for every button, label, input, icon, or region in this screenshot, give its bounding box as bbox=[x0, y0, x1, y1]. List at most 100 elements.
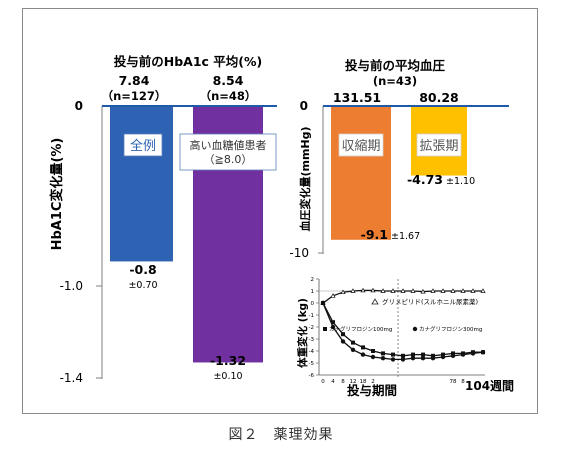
weight-x-tick-label: 8 bbox=[461, 379, 465, 385]
weight-y-axis-label: 体重変化 (kg) bbox=[296, 298, 309, 368]
weight-y-tick-label: -2 bbox=[309, 325, 314, 331]
weight-y-tick-label: 2 bbox=[311, 277, 315, 283]
figure-caption: 図２ 薬理効果 bbox=[228, 427, 334, 443]
weight-point-cana100 bbox=[431, 353, 435, 358]
weight-point-glimepiride bbox=[370, 287, 376, 293]
bp-chart-title: 投与前の平均血圧 bbox=[345, 58, 446, 73]
legend-cana100: カナグリフロジン100mg bbox=[329, 325, 392, 333]
weight-point-cana100 bbox=[361, 345, 365, 350]
body-weight-chart: 体重変化 (kg) 210-1-2-3-4-5-6 0 4 8 12 18 2 78 8 グリ… bbox=[296, 277, 514, 398]
bar-systolic-label-box bbox=[338, 133, 384, 157]
bar-systolic bbox=[331, 106, 391, 240]
weight-point-glimepiride bbox=[410, 288, 416, 293]
weight-y-tick-label: -3 bbox=[309, 337, 315, 343]
weight-x-tick-label: 78 bbox=[450, 379, 457, 385]
weight-point-cana300 bbox=[470, 351, 476, 356]
bar-diastolic-label: 拡張期 bbox=[419, 139, 458, 154]
bar-diastolic-value-label: -4.73 bbox=[407, 172, 443, 187]
bar-all-label: 全例 bbox=[130, 138, 156, 154]
hba1c-y-tick-label: 0 bbox=[75, 99, 83, 113]
bar-high-value-label: -1.32 bbox=[210, 353, 246, 368]
hba1c-baseline-all: 7.84 bbox=[119, 73, 150, 88]
weight-point-glimepiride bbox=[460, 288, 466, 293]
weight-point-cana300 bbox=[410, 356, 416, 361]
weight-point-glimepiride bbox=[440, 288, 446, 293]
hba1c-y-tick-label: -1.4 bbox=[60, 371, 83, 385]
hba1c-y-tick-label: -1.0 bbox=[60, 279, 83, 293]
weight-point-glimepiride bbox=[470, 288, 476, 293]
hba1c-y-axis-label: HbA1C変化量(%) bbox=[49, 138, 65, 251]
hba1c-chart: 投与前のHbA1c 平均(%) 7.84 （n=127） 8.54 （n=48）… bbox=[49, 54, 277, 385]
hba1c-baseline-high: 8.54 bbox=[213, 73, 244, 88]
weight-x-tick-label: 18 bbox=[360, 379, 367, 385]
weight-point-glimepiride bbox=[420, 288, 426, 294]
weight-point-cana100 bbox=[401, 353, 405, 358]
bar-diastolic-label-box bbox=[416, 133, 462, 157]
weight-y-tick-label: -5 bbox=[309, 361, 315, 367]
figure-frame: 投与前のHbA1c 平均(%) 7.84 （n=127） 8.54 （n=48）… bbox=[22, 8, 538, 414]
weight-x-ticks: 0 4 8 12 18 2 78 8 bbox=[321, 379, 465, 385]
legend-circle-icon bbox=[412, 326, 418, 332]
weight-point-glimepiride bbox=[330, 293, 336, 298]
weight-point-cana300 bbox=[420, 356, 426, 361]
weight-point-cana100 bbox=[331, 320, 335, 325]
weight-point-cana300 bbox=[440, 354, 446, 360]
hba1c-chart-title: 投与前のHbA1c 平均(%) bbox=[114, 54, 263, 69]
weight-point-cana100 bbox=[441, 352, 445, 357]
weight-y-tick-label: -4 bbox=[309, 349, 315, 355]
bp-y-tick-label: 0 bbox=[300, 99, 308, 113]
bar-high-label: 高い血糖値患者（≧8.0） bbox=[190, 138, 267, 166]
hba1c-n-high: （n=48） bbox=[200, 89, 257, 103]
bar-all-label-box bbox=[123, 133, 163, 157]
weight-point-glimepiride bbox=[360, 287, 366, 293]
bar-all-error-label: ±0.70 bbox=[128, 280, 157, 291]
weight-point-cana300 bbox=[340, 339, 346, 344]
weight-x-tick-label: 8 bbox=[341, 379, 345, 385]
weight-y-tick-label: 0 bbox=[311, 301, 315, 307]
weight-point-cana300 bbox=[320, 300, 326, 306]
bp-y-axis-label: 血圧変化量(mmHg) bbox=[298, 126, 312, 231]
weight-point-cana100 bbox=[381, 351, 385, 356]
weight-point-cana300 bbox=[400, 357, 406, 362]
weight-point-cana300 bbox=[330, 324, 336, 330]
bar-systolic-label: 収縮期 bbox=[341, 138, 380, 154]
bar-high-error-label: ±0.10 bbox=[213, 371, 242, 382]
legend-square-icon bbox=[323, 327, 327, 331]
weight-x-tick-label: 2 bbox=[371, 379, 375, 385]
bar-high-label-box bbox=[179, 133, 277, 171]
weight-point-cana300 bbox=[390, 357, 396, 362]
weight-point-cana300 bbox=[380, 356, 386, 361]
weight-point-glimepiride bbox=[480, 288, 486, 293]
weight-point-cana300 bbox=[460, 352, 466, 357]
weight-point-glimepiride bbox=[450, 288, 456, 293]
weight-y-tick-label: 1 bbox=[311, 289, 315, 295]
blood-pressure-chart: 投与前の平均血圧 (n=43) 131.51 80.28 血圧変化量(mmHg)… bbox=[289, 58, 509, 260]
legend-glimepiride: グリメピリド(スルホニル尿素薬) bbox=[382, 297, 478, 306]
weight-x-axis-label: 投与期間 bbox=[347, 383, 397, 398]
weight-series bbox=[320, 287, 486, 362]
weight-point-glimepiride bbox=[340, 289, 346, 295]
weight-y-tick-label: -1 bbox=[309, 313, 314, 319]
bp-baseline-systolic: 131.51 bbox=[333, 90, 381, 105]
weight-x-tick-label: 12 bbox=[350, 379, 357, 385]
bar-high-label-line: 高い血糖値患者 bbox=[190, 138, 267, 152]
bar-all-value-label: -0.8 bbox=[129, 262, 156, 277]
weight-point-glimepiride bbox=[380, 288, 386, 293]
bp-chart-subtitle: (n=43) bbox=[373, 74, 417, 88]
bar-systolic-error-label: ±1.67 bbox=[391, 231, 420, 242]
weight-point-glimepiride bbox=[430, 288, 436, 293]
weight-point-cana300 bbox=[370, 354, 376, 360]
weight-point-cana100 bbox=[351, 340, 355, 345]
weight-y-tick-label: -6 bbox=[309, 373, 315, 379]
weight-point-cana100 bbox=[451, 351, 455, 356]
bar-all-patients bbox=[110, 106, 173, 262]
weight-point-cana300 bbox=[450, 353, 456, 358]
bar-systolic-value-label: -9.1 bbox=[361, 227, 388, 242]
bar-diastolic-error-label: ±1.10 bbox=[446, 176, 475, 187]
weight-point-cana100 bbox=[371, 349, 375, 353]
legend-cana300: カナグリフロジン300mg bbox=[419, 325, 482, 333]
weight-x-axis-end-label: 104週間 bbox=[465, 378, 514, 393]
weight-point-cana300 bbox=[350, 347, 356, 352]
weight-point-glimepiride bbox=[400, 288, 406, 293]
weight-x-tick-label: 0 bbox=[321, 379, 325, 385]
